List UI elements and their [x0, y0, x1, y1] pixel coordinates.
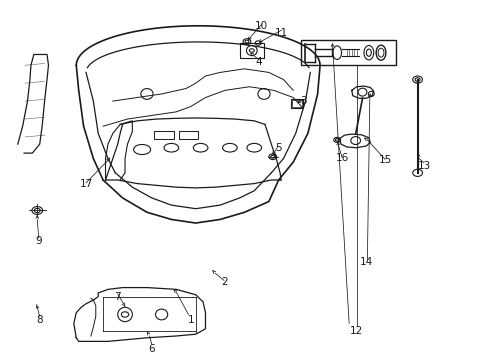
Bar	[154, 131, 173, 139]
Bar	[300, 40, 395, 65]
Text: 16: 16	[335, 153, 348, 163]
Text: 15: 15	[379, 155, 392, 165]
Text: 7: 7	[114, 292, 121, 302]
Text: 1: 1	[187, 315, 194, 325]
Text: 4: 4	[255, 57, 262, 67]
Bar	[290, 99, 303, 108]
Text: 10: 10	[254, 21, 267, 31]
Text: 8: 8	[36, 315, 43, 325]
Text: 12: 12	[349, 325, 363, 336]
Text: 11: 11	[274, 28, 287, 38]
Text: 6: 6	[148, 343, 155, 354]
Bar	[239, 43, 264, 58]
Text: 17: 17	[79, 179, 92, 189]
Text: 9: 9	[35, 236, 42, 246]
Text: 14: 14	[359, 257, 372, 267]
Text: 3: 3	[299, 96, 305, 106]
Text: 13: 13	[417, 161, 430, 171]
Text: 2: 2	[221, 277, 228, 287]
Text: 5: 5	[275, 143, 282, 153]
Bar	[178, 131, 198, 139]
Bar	[292, 100, 301, 107]
